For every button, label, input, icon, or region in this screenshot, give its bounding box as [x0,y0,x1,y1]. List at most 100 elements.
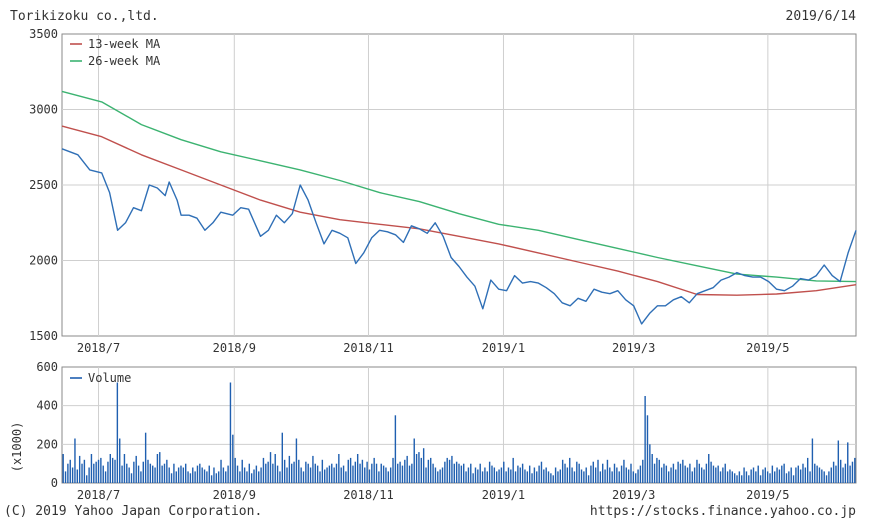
volume-bar [229,382,232,483]
volume-bar [93,463,95,483]
volume-bar [137,465,140,483]
volume-bar [771,465,774,483]
volume-bar [413,438,415,483]
volume-bar [731,471,734,483]
volume-bar [199,463,201,483]
volume-bar [196,465,199,483]
volume-bar [201,467,203,483]
volume-bar [364,467,366,483]
volume-bar [590,465,592,483]
volume-bar [458,463,460,483]
volume-bar [144,432,147,483]
volume-bar [561,459,564,483]
volume-bar [762,469,764,483]
volume-bar [203,469,206,483]
volume-bar [578,463,580,483]
volume-bar [64,471,67,483]
volume-bar [604,469,606,483]
volume-bar [293,461,295,483]
volume-bar [750,469,752,483]
volume-bar [225,471,227,483]
volume-bar [361,459,364,483]
volume-bar [265,463,267,483]
volume-bar [583,471,585,483]
volume-bar [154,467,156,483]
volume-bar [498,469,500,483]
volume-bar [114,459,116,483]
volume-bar [401,465,404,483]
volume-bar [814,463,816,483]
volume-bar [736,475,738,483]
x-tick-label: 2019/5 [746,488,789,502]
volume-bar [474,467,477,483]
volume-panel-frame [61,366,857,484]
y-tick-label: 2500 [29,178,58,192]
volume-bar [686,467,689,483]
volume-bar [451,455,453,483]
legend-label: Volume [88,371,131,385]
volume-bar [206,471,208,483]
volume-bar [234,457,236,483]
volume-bar [368,469,371,483]
volume-bar [430,457,432,483]
volume-bar [411,463,413,483]
volume-bar [774,471,776,483]
volume-bar [173,463,175,483]
volume-bar [653,463,656,483]
volume-bar [95,461,97,483]
volume-bar [788,471,790,483]
volume-bar [667,471,670,483]
volume-bar [382,465,385,483]
volume-bar [425,467,427,483]
volume-bar [385,467,387,483]
volume-bar [630,463,632,483]
copyright-text: (C) 2019 Yahoo Japan Corporation. [4,504,263,519]
volume-bar [847,442,849,483]
volume-bar [651,454,653,483]
volume-bar [248,463,251,483]
volume-bar [611,471,613,483]
volume-bar [559,469,562,483]
volume-bar [192,467,194,483]
volume-bar [326,467,328,483]
volume-bar [444,461,446,483]
series-line-price [61,148,857,325]
volume-bar [710,461,712,483]
legend-label: 13-week MA [88,37,161,51]
volume-bar [821,469,823,483]
volume-bar [682,459,684,483]
volume-bar [83,459,86,483]
volume-bar [623,459,625,483]
volume-bar [81,463,83,483]
volume-bar [295,438,298,483]
volume-bar [397,463,399,483]
x-tick-label: 2018/11 [343,341,394,355]
price-panel: 1500 2000 2500 3000 3500 2018/7 2018/9 2018/11 2… [29,27,857,355]
volume-bar [729,469,731,483]
series-line-26-week-ma [61,90,857,283]
volume-bar [658,459,660,483]
volume-bar [585,467,587,483]
volume-bar [147,459,149,483]
volume-bar [635,473,637,483]
volume-bar [328,465,331,483]
volume-bar [741,475,743,483]
volume-bar [507,467,510,483]
volume-bar [258,471,260,483]
volume-bar [569,457,571,483]
volume-bar [121,465,123,483]
volume-bar [455,461,458,483]
volume-bar [352,465,354,483]
volume-bar [213,467,215,483]
volume-bar [828,471,830,483]
volume-bar [170,473,173,483]
volume-bar [665,465,668,483]
volume-bar [613,463,616,483]
volume-bar [389,467,392,483]
volume-bar [510,469,512,483]
volume-bar [116,382,119,483]
volume-bar [371,463,373,483]
x-tick-label: 2018/9 [213,488,256,502]
volume-bar [722,467,724,483]
volume-bar [573,471,576,483]
